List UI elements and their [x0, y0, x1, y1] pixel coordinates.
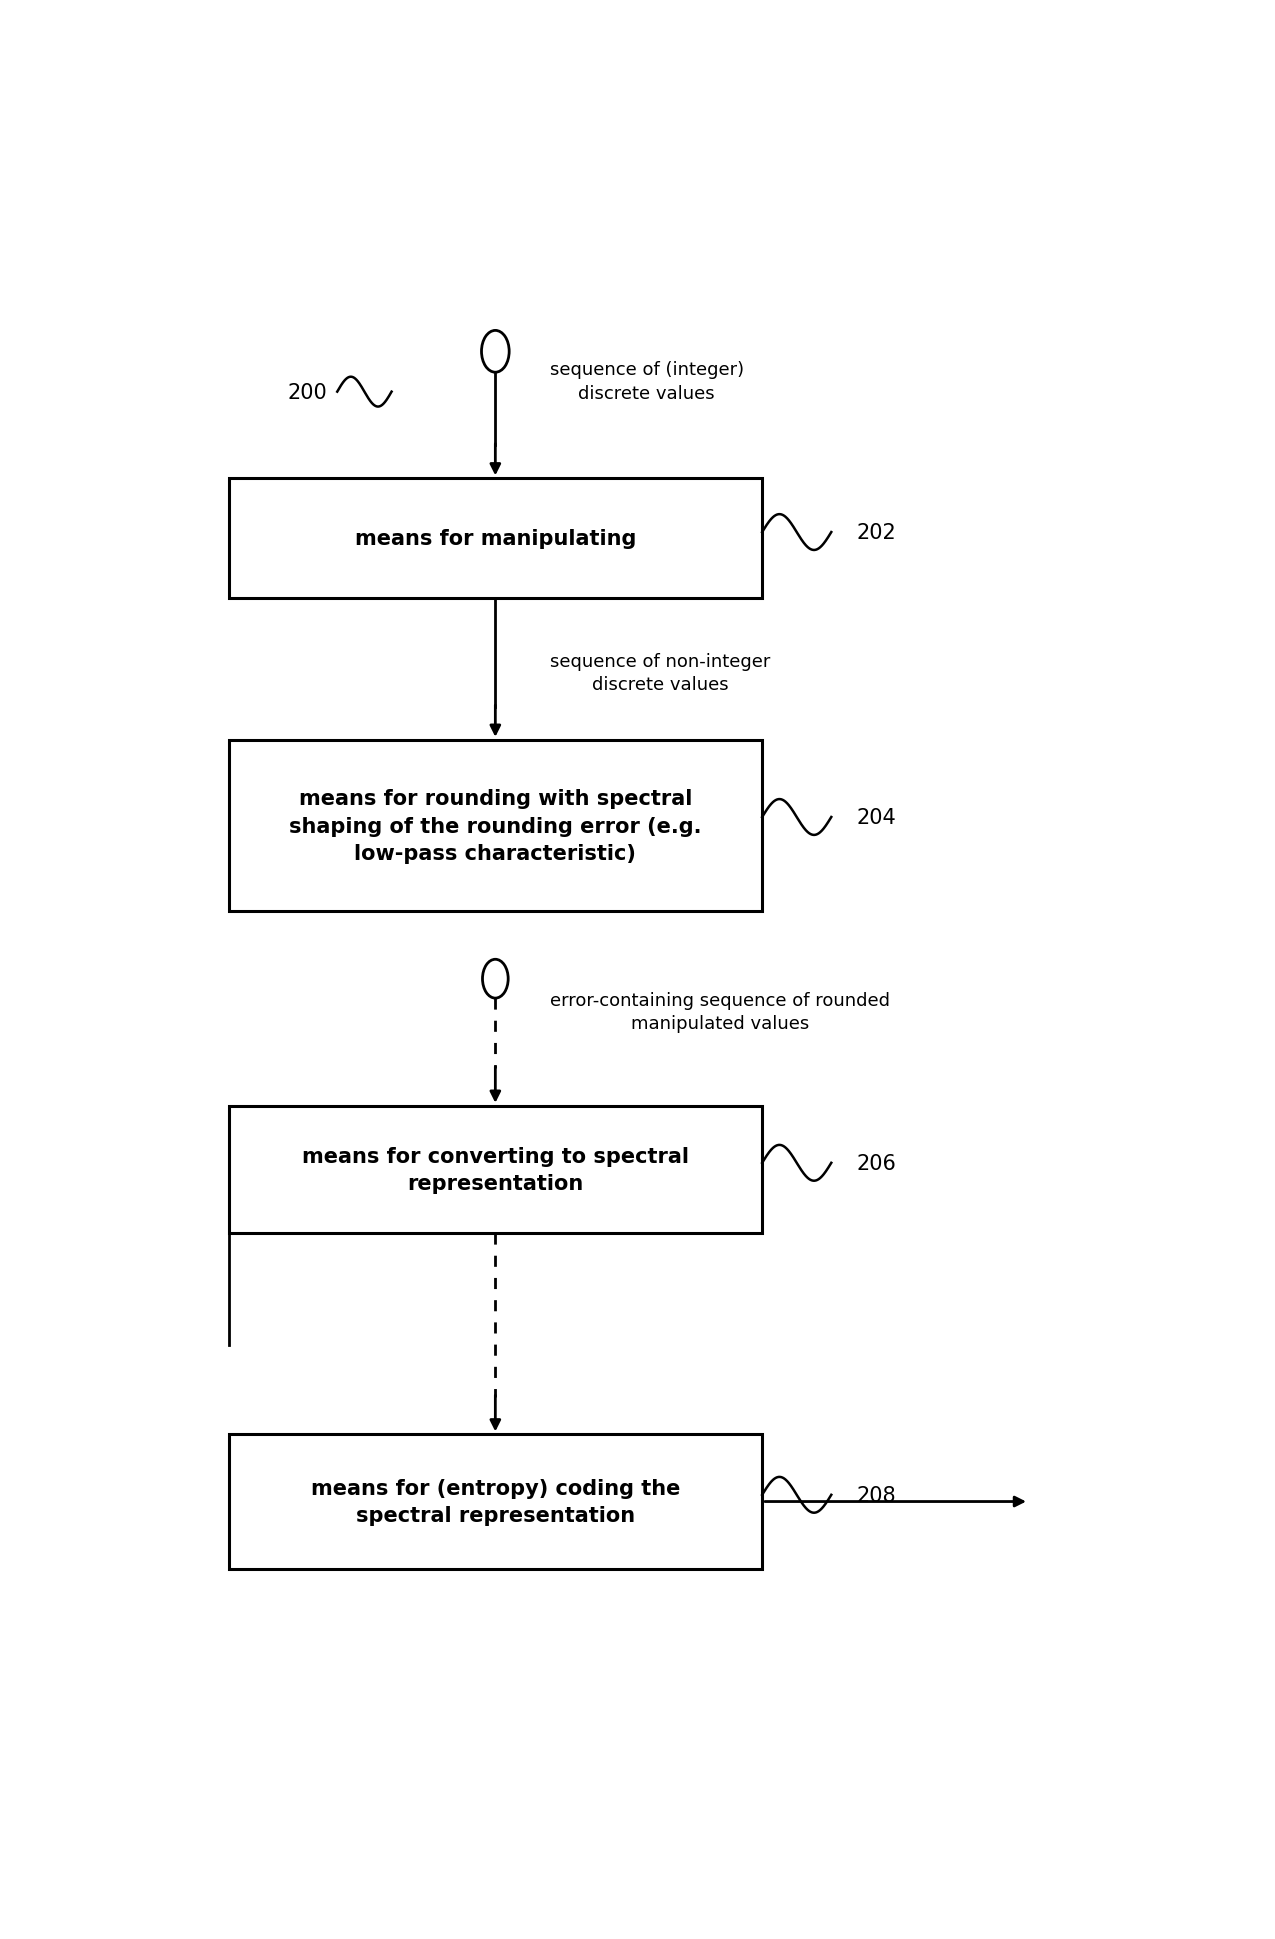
Bar — [228, 741, 762, 911]
Circle shape — [482, 960, 509, 999]
Text: means for (entropy) coding the
spectral representation: means for (entropy) coding the spectral … — [311, 1478, 680, 1526]
Text: 202: 202 — [856, 524, 896, 543]
Text: sequence of (integer)
discrete values: sequence of (integer) discrete values — [550, 361, 743, 403]
Text: 206: 206 — [856, 1154, 896, 1173]
Text: 200: 200 — [288, 382, 328, 403]
Text: 204: 204 — [856, 807, 896, 828]
Bar — [228, 1435, 762, 1569]
Text: error-containing sequence of rounded
manipulated values: error-containing sequence of rounded man… — [550, 991, 890, 1033]
Text: sequence of non-integer
discrete values: sequence of non-integer discrete values — [550, 652, 770, 694]
Bar — [228, 1105, 762, 1233]
Text: means for converting to spectral
representation: means for converting to spectral represe… — [302, 1146, 688, 1192]
Circle shape — [482, 332, 509, 372]
Text: 208: 208 — [856, 1485, 895, 1505]
Text: means for manipulating: means for manipulating — [354, 529, 636, 549]
Text: means for rounding with spectral
shaping of the rounding error (e.g.
low-pass ch: means for rounding with spectral shaping… — [289, 789, 701, 863]
Bar — [228, 479, 762, 599]
